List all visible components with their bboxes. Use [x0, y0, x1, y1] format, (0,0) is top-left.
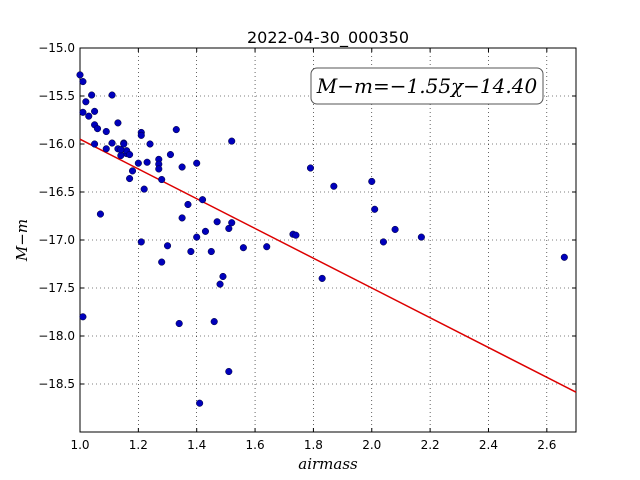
- data-point: [146, 140, 154, 148]
- data-point: [175, 319, 183, 328]
- data-point: [85, 112, 93, 120]
- data-point: [196, 399, 204, 407]
- x-axis-label: airmass: [298, 455, 358, 473]
- data-point: [239, 244, 247, 252]
- data-point: [318, 274, 326, 282]
- data-point: [391, 225, 399, 233]
- data-point: [184, 200, 192, 209]
- y-tick-label: −16.0: [38, 137, 75, 151]
- data-point: [91, 140, 99, 148]
- data-point: [137, 238, 145, 246]
- x-tick-label: 2.2: [421, 438, 440, 452]
- data-point: [108, 139, 116, 147]
- y-tick-label: −18.5: [38, 377, 75, 391]
- data-point: [178, 163, 186, 171]
- axis-ticks: 1.0 1.2 1.4 1.6 1.8 2.0 2.2 2.4 2.6 −15.0 −15.5 −16…: [38, 41, 576, 452]
- data-point: [137, 131, 145, 139]
- x-tick-label: 1.2: [129, 438, 148, 452]
- data-point: [79, 78, 87, 86]
- data-point: [225, 224, 233, 233]
- fit-annotation-box: [310, 67, 544, 105]
- data-point: [158, 175, 166, 184]
- fit-annotation: M−m=−1.55χ−14.40: [310, 67, 544, 105]
- data-point: [228, 219, 236, 227]
- data-point: [225, 367, 233, 376]
- data-point: [292, 231, 300, 239]
- data-point: [82, 98, 90, 106]
- data-point: [120, 140, 128, 148]
- data-point: [201, 227, 210, 235]
- data-point: [330, 182, 338, 190]
- data-point: [178, 214, 186, 222]
- chart-title: 2022-04-30_000350: [247, 28, 409, 48]
- data-point: [210, 318, 218, 326]
- data-point: [91, 107, 99, 115]
- data-point: [140, 185, 148, 193]
- data-point: [216, 280, 224, 288]
- y-tick-label: −17.0: [38, 233, 75, 247]
- y-axis-label: M−m: [13, 219, 31, 262]
- data-point: [193, 159, 201, 167]
- data-point: [560, 253, 568, 261]
- data-point: [187, 247, 195, 256]
- x-tick-label: 2.4: [479, 438, 498, 452]
- data-points: [76, 71, 568, 407]
- x-tick-label: 2.6: [537, 438, 556, 452]
- fit-line-group: [79, 138, 577, 393]
- data-point: [193, 233, 201, 241]
- data-point: [102, 145, 110, 153]
- data-point: [163, 242, 172, 250]
- data-point: [213, 218, 221, 226]
- data-point: [417, 233, 425, 241]
- x-tick-label: 1.6: [246, 438, 265, 452]
- grid-lines: [80, 48, 576, 432]
- data-point: [79, 108, 87, 116]
- data-point: [172, 126, 180, 134]
- data-point: [126, 151, 134, 159]
- data-point: [263, 243, 271, 251]
- data-point: [93, 125, 102, 133]
- y-tick-label: −16.5: [38, 185, 75, 199]
- data-point: [102, 127, 110, 136]
- data-point: [76, 71, 84, 79]
- data-point: [158, 258, 166, 266]
- data-point: [155, 165, 163, 173]
- data-point: [371, 205, 379, 213]
- data-point: [143, 158, 151, 166]
- data-point: [166, 151, 174, 159]
- data-point: [96, 210, 104, 218]
- data-point: [368, 177, 376, 185]
- data-point: [134, 159, 142, 167]
- x-tick-label: 1.8: [304, 438, 323, 452]
- y-tick-label: −15.5: [38, 89, 75, 103]
- data-point: [126, 175, 134, 183]
- y-tick-label: −18.0: [38, 329, 75, 343]
- y-tick-label: −17.5: [38, 281, 75, 295]
- y-tick-label: −15.0: [38, 41, 75, 55]
- data-point: [108, 91, 116, 99]
- data-point: [198, 196, 207, 204]
- fit-line: [79, 138, 577, 393]
- x-tick-label: 1.0: [70, 438, 89, 452]
- data-point: [207, 247, 215, 256]
- x-tick-label: 1.4: [187, 438, 206, 452]
- data-point: [379, 238, 387, 246]
- data-point: [88, 91, 96, 99]
- data-point: [114, 119, 122, 127]
- data-point: [228, 137, 236, 145]
- fit-equation: M−m=−1.55χ−14.40: [316, 74, 538, 98]
- data-point: [79, 313, 87, 321]
- data-point: [219, 272, 227, 281]
- data-point: [128, 167, 137, 175]
- x-tick-label: 2.0: [362, 438, 381, 452]
- data-point: [117, 146, 125, 154]
- data-point: [306, 164, 315, 172]
